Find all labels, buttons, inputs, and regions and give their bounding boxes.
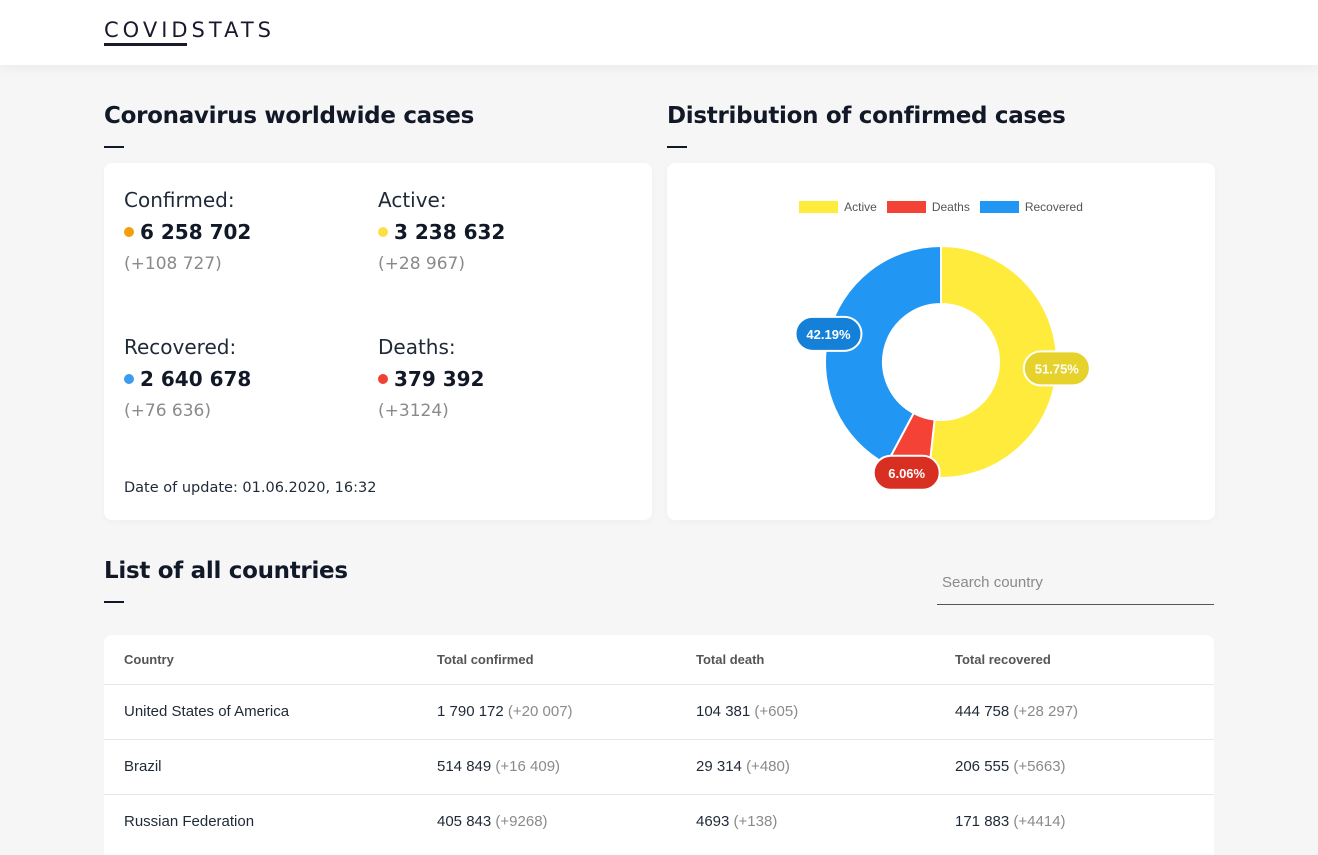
cell-country: Brazil (124, 758, 162, 775)
section-dash (104, 601, 124, 603)
data-label-recovered: 42.19% (794, 315, 863, 352)
countries-title: List of all countries (104, 558, 348, 584)
cell-death: 104 381 (+605) (696, 703, 798, 720)
legend-label: Active (844, 200, 877, 214)
table-row[interactable]: Russian Federation 405 843 (+9268) 4693 … (104, 794, 1214, 849)
logo[interactable]: COVIDSTATS (104, 18, 275, 42)
worldwide-title: Coronavirus worldwide cases (104, 103, 474, 129)
slice-recovered[interactable] (824, 244, 942, 466)
legend-item-deaths[interactable]: Deaths (886, 200, 970, 214)
recovered-dot-icon (124, 374, 134, 384)
logo-underline (104, 43, 187, 46)
donut-chart: 51.75% 6.06% 42.19% (794, 244, 1091, 491)
death-increase: (+480) (746, 758, 790, 775)
deaths-delta: (+3124) (378, 401, 449, 421)
active-value-row: 3 238 632 (378, 220, 505, 244)
death-increase: (+138) (733, 813, 778, 830)
confirmed-total: 1 790 172 (437, 703, 504, 720)
recovered-total: 206 555 (955, 758, 1010, 775)
active-value: 3 238 632 (394, 220, 506, 244)
stat-active: Active: 3 238 632 (+28 967) (378, 188, 505, 274)
confirmed-value-row: 6 258 702 (124, 220, 251, 244)
confirmed-dot-icon (124, 227, 134, 237)
countries-table: Country Total confirmed Total death Tota… (104, 635, 1214, 855)
confirmed-value: 6 258 702 (140, 220, 252, 244)
legend-swatch (799, 201, 839, 213)
svg-text:42.19%: 42.19% (806, 327, 851, 342)
death-total: 104 381 (696, 703, 751, 720)
cell-confirmed: 514 849 (+16 409) (437, 758, 560, 775)
confirmed-increase: (+20 007) (507, 703, 573, 720)
legend-swatch (886, 201, 926, 213)
slice-active[interactable] (927, 244, 1058, 479)
stat-recovered: Recovered: 2 640 678 (+76 636) (124, 335, 251, 421)
stat-deaths: Deaths: 379 392 (+3124) (378, 335, 484, 421)
distribution-card: Active Deaths Recovered 51.75% 6.06% 42.19% (667, 163, 1215, 520)
header-total-confirmed[interactable]: Total confirmed (437, 652, 534, 667)
legend-label: Deaths (931, 200, 970, 214)
active-dot-icon (378, 227, 388, 237)
deaths-label: Deaths: (378, 335, 456, 359)
recovered-increase: (+5663) (1013, 758, 1066, 775)
svg-text:51.75%: 51.75% (1035, 361, 1080, 376)
chart-legend: Active Deaths Recovered (667, 200, 1215, 214)
legend-item-active[interactable]: Active (799, 200, 877, 214)
deaths-dot-icon (378, 374, 388, 384)
confirmed-increase: (+16 409) (495, 758, 561, 775)
confirmed-label: Confirmed: (124, 188, 235, 212)
worldwide-card: Confirmed: 6 258 702 (+108 727) Active: … (104, 163, 652, 520)
recovered-increase: (+4414) (1013, 813, 1066, 830)
cell-confirmed: 1 790 172 (+20 007) (437, 703, 573, 720)
header-total-recovered[interactable]: Total recovered (955, 652, 1051, 667)
recovered-delta: (+76 636) (124, 401, 211, 421)
recovered-total: 171 883 (955, 813, 1010, 830)
cell-death: 29 314 (+480) (696, 758, 790, 775)
active-label: Active: (378, 188, 447, 212)
death-increase: (+605) (754, 703, 799, 720)
header-country[interactable]: Country (124, 652, 174, 667)
deaths-value: 379 392 (394, 367, 485, 391)
confirmed-increase: (+9268) (495, 813, 548, 830)
data-label-deaths: 6.06% (872, 454, 941, 491)
deaths-value-row: 379 392 (378, 367, 484, 391)
data-label-active: 51.75% (1022, 350, 1091, 387)
active-delta: (+28 967) (378, 254, 465, 274)
stat-confirmed: Confirmed: 6 258 702 (+108 727) (124, 188, 251, 274)
recovered-value: 2 640 678 (140, 367, 252, 391)
legend-item-recovered[interactable]: Recovered (979, 200, 1083, 214)
cell-recovered: 171 883 (+4414) (955, 813, 1066, 830)
confirmed-total: 405 843 (437, 813, 492, 830)
recovered-total: 444 758 (955, 703, 1010, 720)
header-total-death[interactable]: Total death (696, 652, 765, 667)
update-date: Date of update: 01.06.2020, 16:32 (124, 480, 377, 496)
death-total: 29 314 (696, 758, 742, 775)
death-total: 4693 (696, 813, 730, 830)
confirmed-total: 514 849 (437, 758, 492, 775)
recovered-label: Recovered: (124, 335, 237, 359)
cell-recovered: 444 758 (+28 297) (955, 703, 1078, 720)
cell-confirmed: 405 843 (+9268) (437, 813, 548, 830)
table-row[interactable]: United States of America 1 790 172 (+20 … (104, 684, 1214, 739)
cell-death: 4693 (+138) (696, 813, 777, 830)
legend-label: Recovered (1024, 200, 1083, 214)
recovered-value-row: 2 640 678 (124, 367, 251, 391)
search-country-input[interactable] (937, 560, 1214, 605)
svg-text:6.06%: 6.06% (888, 466, 925, 481)
confirmed-delta: (+108 727) (124, 254, 222, 274)
distribution-title: Distribution of confirmed cases (667, 103, 1066, 129)
cell-recovered: 206 555 (+5663) (955, 758, 1066, 775)
section-dash (667, 146, 687, 148)
recovered-increase: (+28 297) (1013, 703, 1079, 720)
legend-swatch (979, 201, 1019, 213)
table-row[interactable]: Brazil 514 849 (+16 409) 29 314 (+480) 2… (104, 739, 1214, 794)
section-dash (104, 146, 124, 148)
top-bar: COVIDSTATS (0, 0, 1318, 65)
cell-country: United States of America (124, 703, 290, 720)
cell-country: Russian Federation (124, 813, 255, 830)
